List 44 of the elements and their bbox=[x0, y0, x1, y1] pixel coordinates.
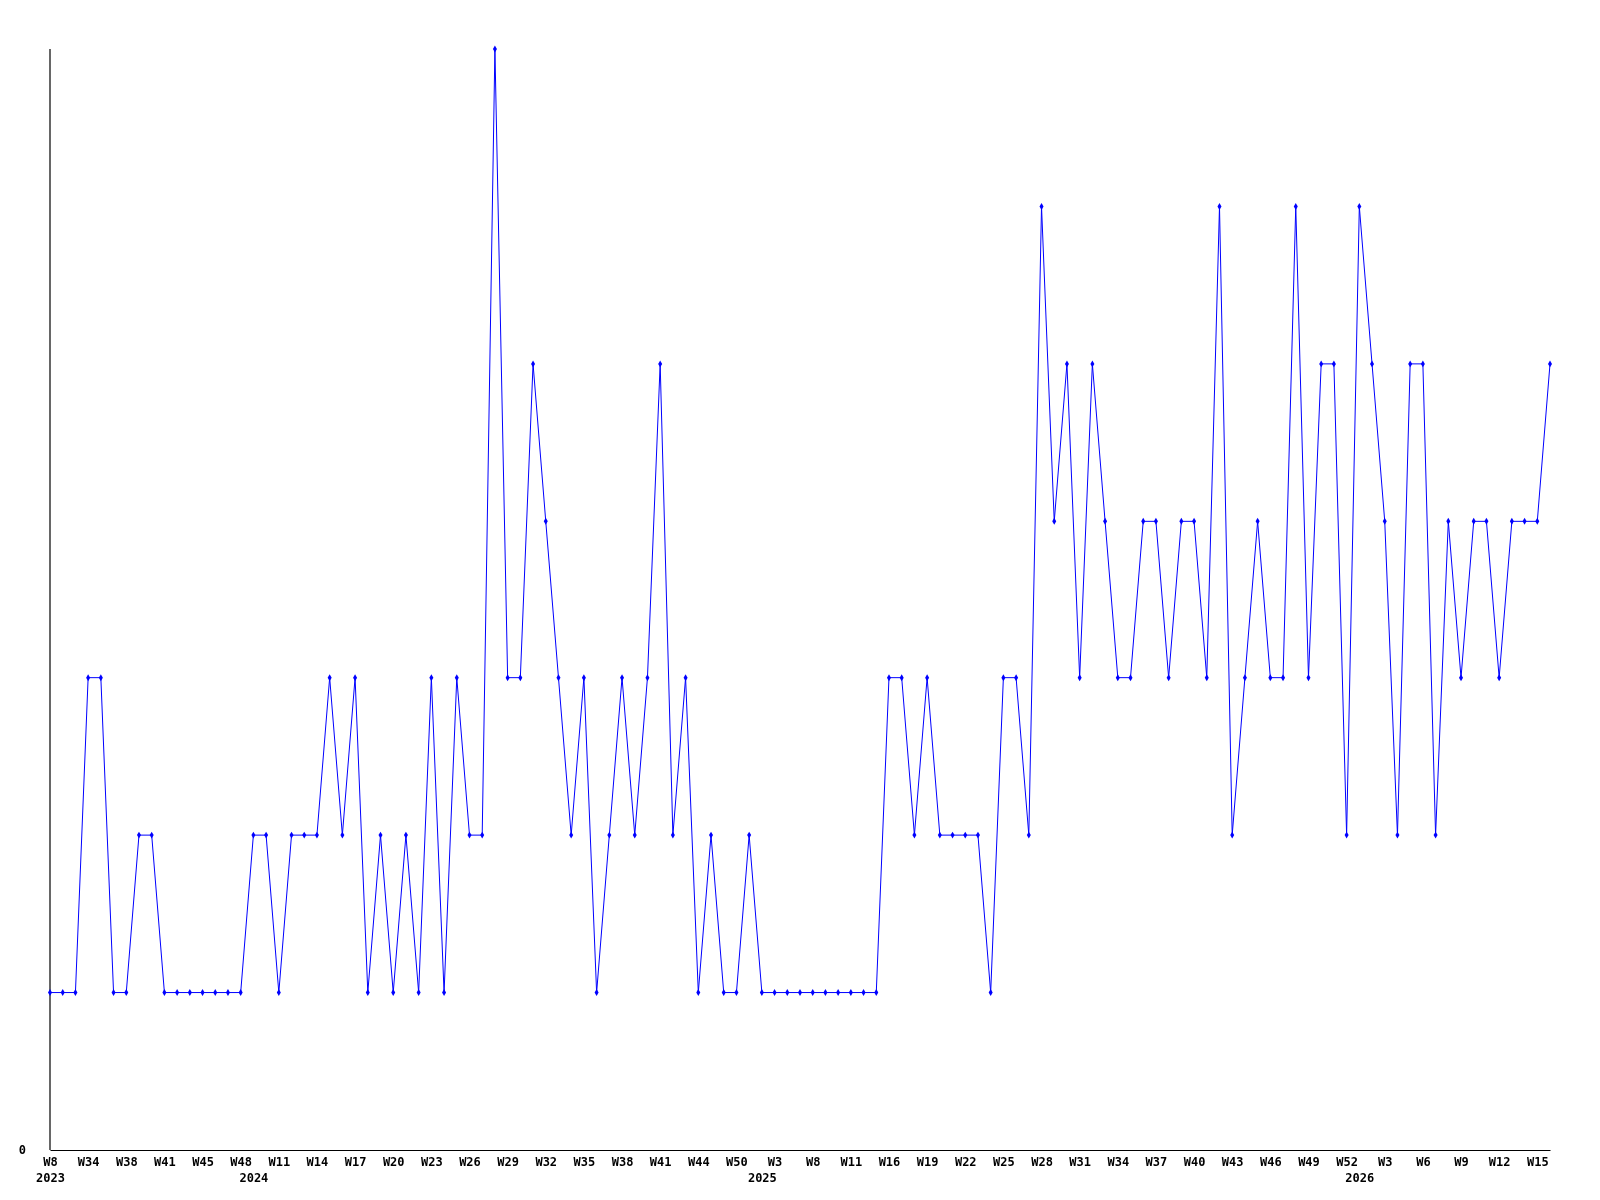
x-tick-label: W8 bbox=[805, 1155, 821, 1169]
x-tick-label: W31 bbox=[1069, 1155, 1091, 1169]
x-tick-label: W35 bbox=[573, 1155, 596, 1169]
x-tick-label: 2026 bbox=[1345, 1171, 1375, 1185]
x-tick-label: W20 bbox=[382, 1155, 405, 1169]
x-tick-label: W26 bbox=[459, 1155, 481, 1169]
x-tick-label: W11 bbox=[268, 1155, 291, 1169]
x-tick-label: W46 bbox=[1260, 1155, 1282, 1169]
x-tick-label: W15 bbox=[1526, 1155, 1549, 1169]
x-tick-label: W52 bbox=[1336, 1155, 1358, 1169]
x-tick-label: W32 bbox=[535, 1155, 558, 1169]
x-tick-label: W17 bbox=[344, 1155, 367, 1169]
x-tick-label: W48 bbox=[230, 1155, 253, 1169]
x-tick-label: W45 bbox=[192, 1155, 214, 1169]
x-tick-label: W11 bbox=[840, 1155, 863, 1169]
x-tick-label: W9 bbox=[1454, 1155, 1469, 1169]
x-tick-label: W22 bbox=[954, 1155, 977, 1169]
x-tick-label: W50 bbox=[726, 1155, 748, 1169]
x-tick-label: W37 bbox=[1145, 1155, 1168, 1169]
x-tick-label: 2024 bbox=[239, 1171, 269, 1185]
x-tick-label: W12 bbox=[1488, 1155, 1511, 1169]
x-tick-label: W6 bbox=[1416, 1155, 1431, 1169]
x-tick-label: W41 bbox=[649, 1155, 672, 1169]
x-tick-label: W41 bbox=[154, 1155, 176, 1169]
x-tick-label: W3 bbox=[1378, 1155, 1393, 1169]
x-tick-label: W38 bbox=[611, 1155, 634, 1169]
x-tick-label: W44 bbox=[687, 1155, 710, 1169]
x-tick-label: W16 bbox=[878, 1155, 901, 1169]
x-tick-label: W14 bbox=[306, 1155, 329, 1169]
x-tick-label: W8 2023 bbox=[36, 1155, 65, 1185]
x-tick-label: W23 bbox=[421, 1155, 443, 1169]
x-tick-label: W29 bbox=[497, 1155, 519, 1169]
x-tick-label: W43 bbox=[1221, 1155, 1244, 1169]
text: 0 bbox=[18, 1143, 26, 1157]
x-tick-label: W49 bbox=[1298, 1155, 1320, 1169]
x-tick-label: W34 bbox=[77, 1155, 100, 1169]
x-tick-label: W34 bbox=[1107, 1155, 1130, 1169]
x-tick-label: W19 bbox=[916, 1155, 939, 1169]
x-tick-label: W25 bbox=[993, 1155, 1015, 1169]
x-tick-label: W3 bbox=[767, 1155, 783, 1169]
x-tick-label: W40 bbox=[1183, 1155, 1206, 1169]
x-tick-label: W38 bbox=[115, 1155, 138, 1169]
x-tick-label: 2025 bbox=[747, 1171, 777, 1185]
x-tick-label: W28 bbox=[1031, 1155, 1053, 1169]
